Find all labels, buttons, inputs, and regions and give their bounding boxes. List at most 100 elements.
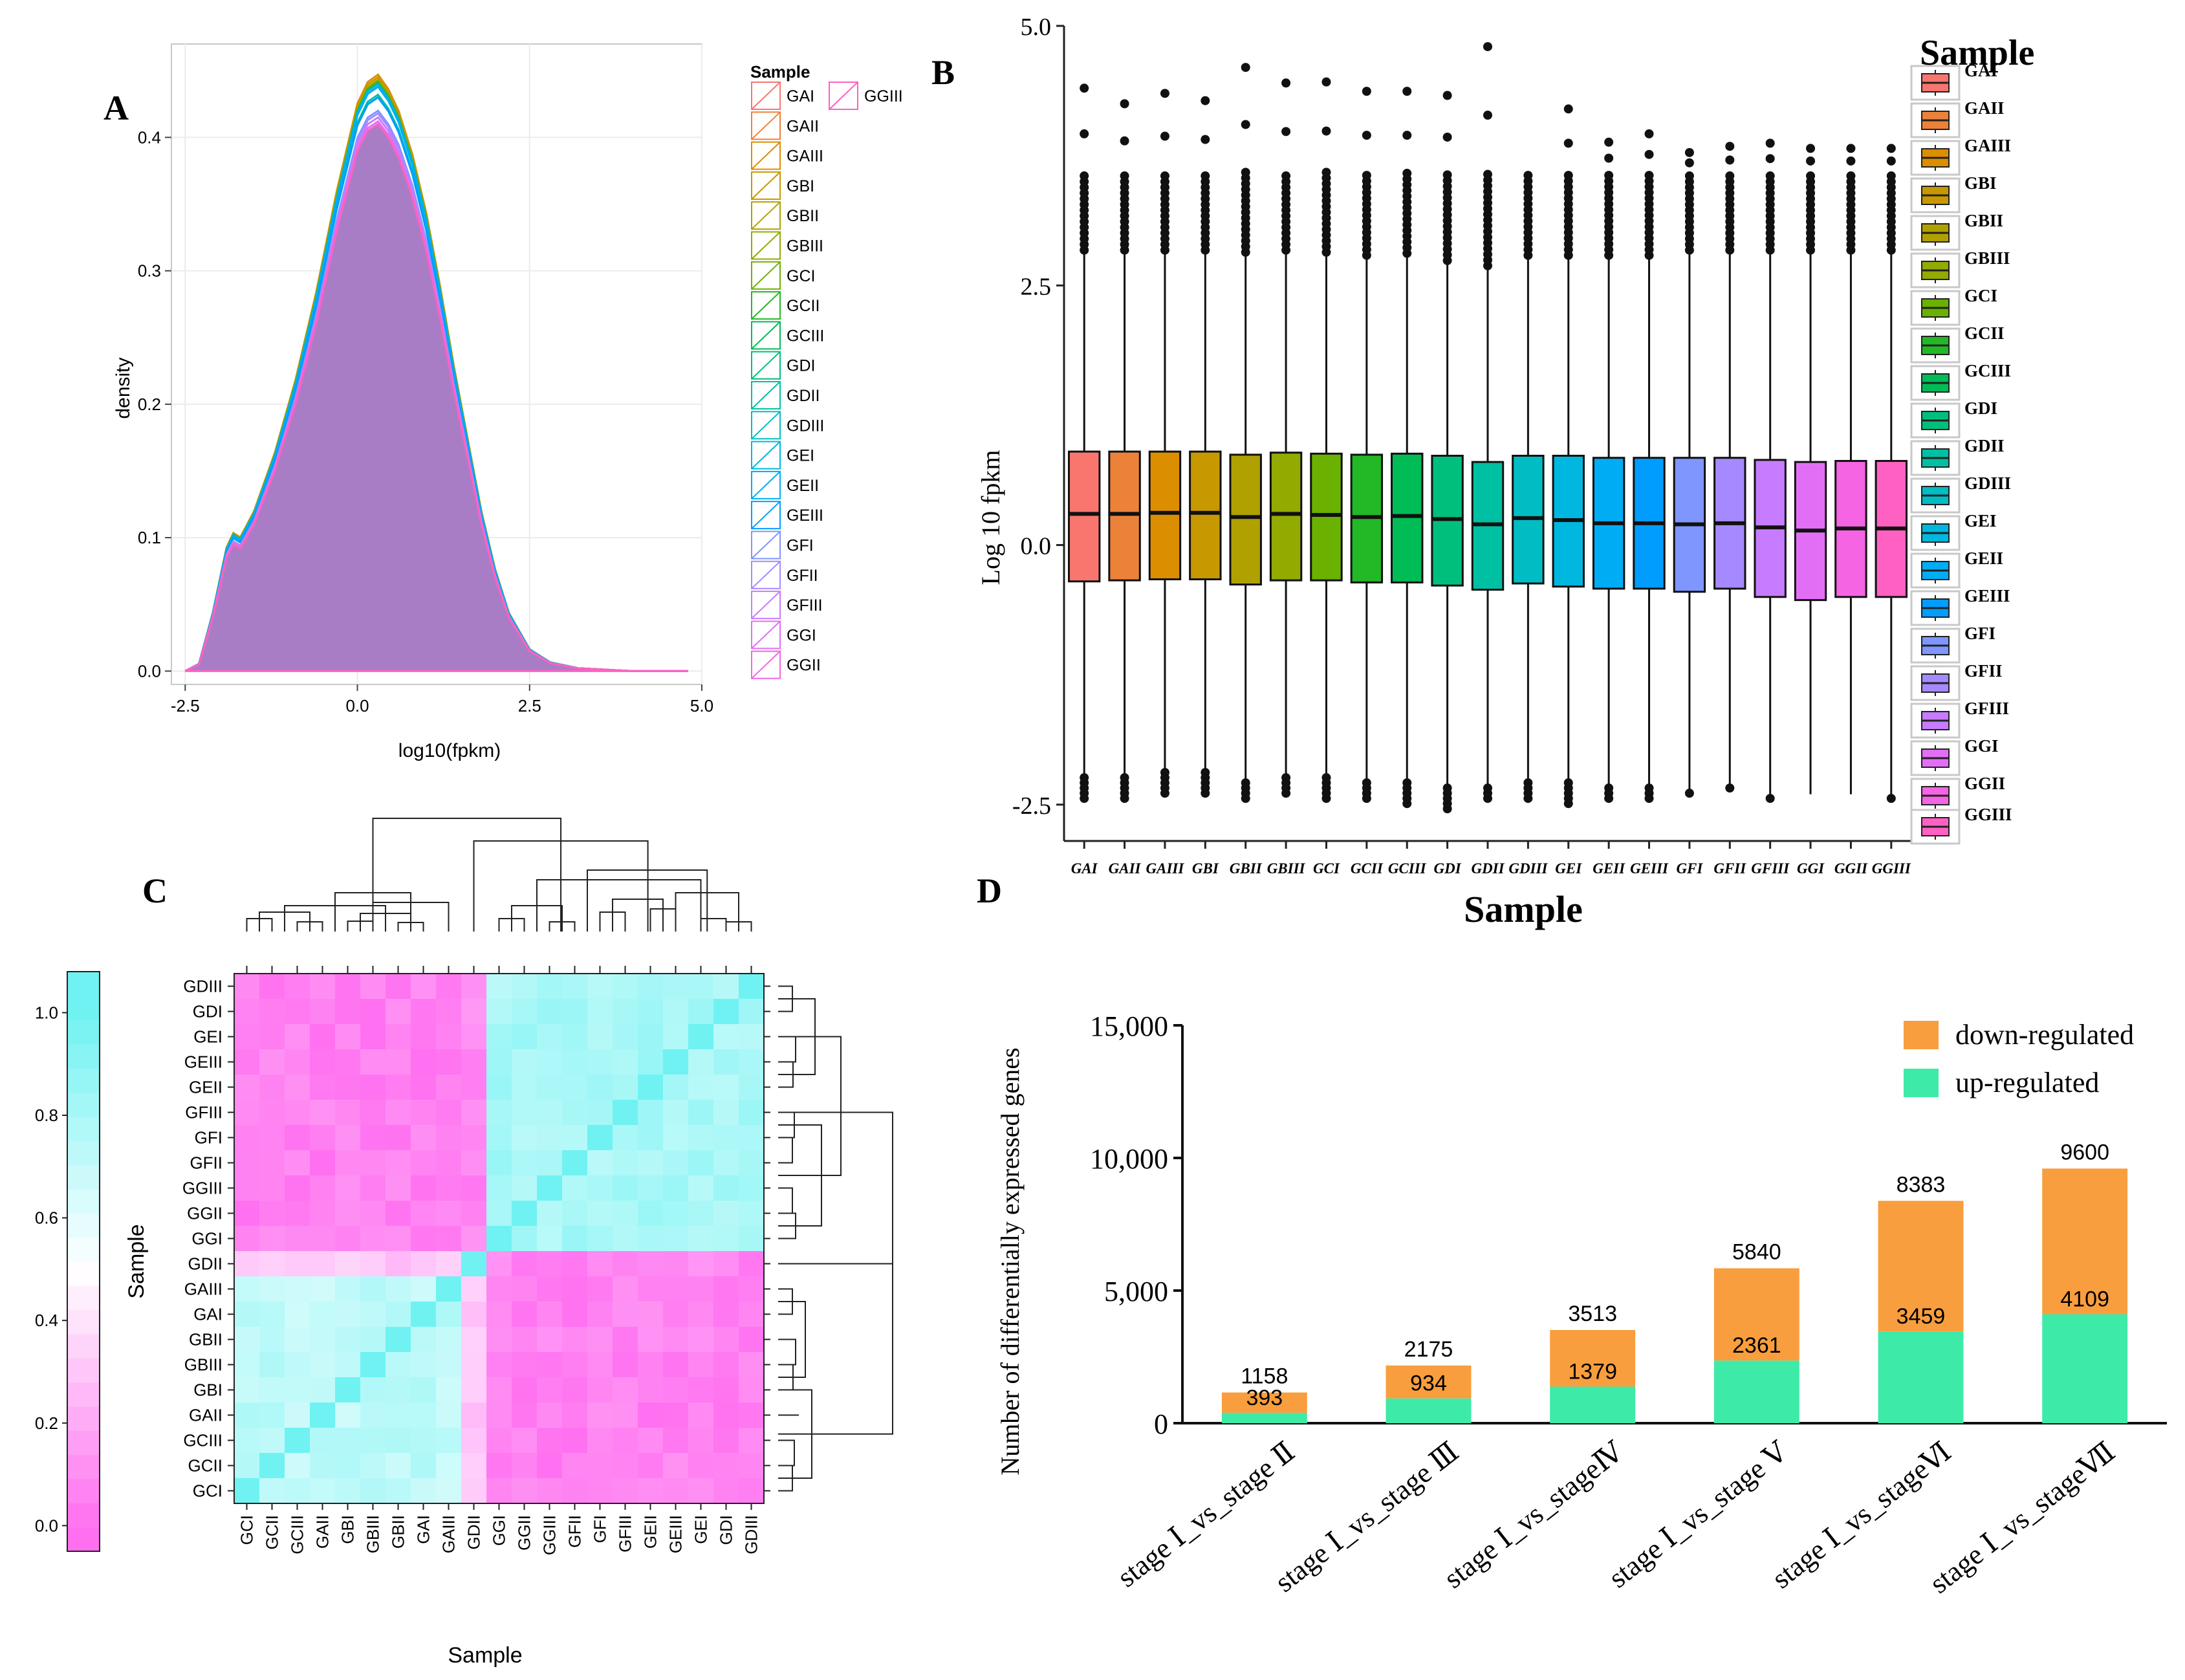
panel-c-heatmap-cell <box>613 1428 638 1454</box>
panel-a-legend-swatch-line <box>751 321 781 350</box>
panel-c-heatmap-cell <box>259 1150 285 1176</box>
panel-b-outlier-point <box>1523 171 1533 180</box>
panel-c-heatmap-cell <box>537 1428 563 1454</box>
panel-c-heatmap-cell <box>713 1377 739 1403</box>
panel-c-heatmap-cell <box>310 1175 336 1201</box>
panel-d-y-axis-title: Number of differentially expressed genes <box>995 1047 1025 1475</box>
panel-c-heatmap-cell <box>537 1175 563 1201</box>
panel-b-outlier-point <box>1321 168 1331 177</box>
panel-c-heatmap-cell <box>739 1075 765 1100</box>
panel-c-heatmap-cell <box>613 1201 638 1227</box>
panel-c-heatmap-cell <box>335 1377 361 1403</box>
panel-b-outlier-point <box>1281 78 1291 88</box>
panel-c-heatmap-cell <box>537 1075 563 1100</box>
panel-b-outlier-point <box>1402 131 1412 140</box>
panel-b-x-tick-label: GBII <box>1230 860 1263 877</box>
panel-c-heatmap-cell <box>285 1276 310 1302</box>
panel-b-outlier-point <box>1201 135 1210 144</box>
panel-c-heatmap-cell <box>562 1302 588 1327</box>
panel-c-heatmap-cell <box>461 1175 487 1201</box>
panel-c-heatmap-cell <box>537 1302 563 1327</box>
panel-c-heatmap-cell <box>411 1075 437 1100</box>
panel-a-legend-label: GEII <box>787 477 819 495</box>
panel-b-x-tick-label: GDI <box>1434 860 1462 877</box>
panel-c-colorbar-segment <box>67 1068 100 1093</box>
panel-b-outlier-point <box>1241 794 1250 803</box>
panel-c-heatmap-cell <box>486 1251 512 1277</box>
panel-c-row-label: GFIII <box>185 1103 223 1122</box>
panel-a-legend-label: GEI <box>787 447 814 465</box>
panel-c-heatmap-cell <box>663 1175 689 1201</box>
panel-c-heatmap-cell <box>234 974 260 999</box>
panel-c-heatmap-cell <box>461 1302 487 1327</box>
panel-c-heatmap-cell <box>663 1276 689 1302</box>
panel-c-heatmap-cell <box>310 1402 336 1428</box>
panel-b-outlier-point <box>1281 171 1291 180</box>
panel-c-heatmap-cell <box>411 1428 437 1454</box>
panel-c-heatmap-cell <box>234 1428 260 1454</box>
panel-b-box-GCI <box>1310 452 1343 582</box>
panel-b-outlier-point <box>1806 144 1816 153</box>
panel-c-col-label: GAIII <box>439 1515 459 1553</box>
panel-c-heatmap-cell <box>512 1125 538 1151</box>
panel-c-tick-labels: GDIIIGDIGEIGEIIIGEIIGFIIIGFIGFIIGGIIIGGI… <box>182 966 770 1555</box>
panel-c-right-dendrogram-link <box>778 1137 793 1164</box>
panel-c-heatmap-cell <box>360 1175 386 1201</box>
panel-c-heatmap-cell <box>259 974 285 999</box>
panel-c-heatmap-cell <box>285 1226 310 1252</box>
panel-a-legend-swatch-line <box>829 82 858 110</box>
panel-a-legend-swatch-line <box>751 441 781 470</box>
panel-c-heatmap-cell <box>688 1251 714 1277</box>
panel-b-outlier-point <box>1362 171 1371 180</box>
panel-c-heatmap-cell <box>486 1302 512 1327</box>
panel-c-heatmap-cell <box>638 1100 664 1126</box>
panel-c-heatmap-cell <box>512 1327 538 1353</box>
panel-c-heatmap-cell <box>360 1100 386 1126</box>
panel-b-legend-label: GGII <box>1964 774 2005 793</box>
panel-c-heatmap-cell <box>360 1125 386 1151</box>
panel-c-heatmap-cell <box>234 1377 260 1403</box>
panel-a-legend-swatch-line <box>751 561 781 589</box>
panel-b-x-axis-title: Sample <box>1464 888 1583 930</box>
panel-c-row-label: GBII <box>189 1330 223 1349</box>
panel-c-colorbar-tick-label: 0.8 <box>35 1106 58 1125</box>
panel-c-colorbar-segment <box>67 1237 100 1262</box>
panel-b-box-GCIII <box>1391 452 1424 584</box>
panel-c-label: C <box>142 871 168 910</box>
panel-a-legend-swatch-line <box>751 82 781 110</box>
panel-c-heatmap-cell <box>562 1327 588 1353</box>
panel-c-heatmap-cell <box>436 1478 462 1504</box>
panel-c-heatmap-cell <box>587 1175 613 1201</box>
panel-c-heatmap-cell <box>613 1049 638 1075</box>
panel-a-legend-swatch-line <box>751 530 781 560</box>
panel-c-heatmap-cell <box>461 1276 487 1302</box>
panel-c-heatmap-cell <box>461 1049 487 1075</box>
panel-c-col-label: GGI <box>490 1515 509 1546</box>
panel-c-heatmap-cell <box>234 1150 260 1176</box>
panel-c-heatmap-cell <box>259 1075 285 1100</box>
panel-c-heatmap-cell <box>436 1402 462 1428</box>
panel-c-heatmap-cell <box>638 1453 664 1479</box>
panel-c-heatmap-cell <box>562 1024 588 1050</box>
panel-d-y-tick-label: 10,000 <box>1090 1143 1168 1175</box>
panel-d-total-label: 1158 <box>1241 1364 1288 1389</box>
panel-c-row-label: GAI <box>193 1305 223 1324</box>
panel-c-heatmap-cell <box>234 1276 260 1302</box>
panel-c-row-label: GBIII <box>184 1355 223 1375</box>
panel-c-heatmap-cell <box>436 1125 462 1151</box>
panel-b-outlier-point <box>1563 171 1573 180</box>
panel-c-heatmap-cell <box>234 1049 260 1075</box>
panel-b-outlier-point <box>1644 129 1654 138</box>
panel-d-legend-label: down-regulated <box>1955 1019 2134 1051</box>
panel-c-heatmap-cell <box>310 1024 336 1050</box>
panel-c-heatmap-cell <box>411 1100 437 1126</box>
panel-d-bar-up-regulated <box>1713 1360 1799 1423</box>
panel-a-y-axis-title: density <box>113 357 134 419</box>
panel-b-outlier-point <box>1080 171 1089 180</box>
panel-b-outlier-point <box>1080 129 1089 138</box>
panel-c-heatmap-cell <box>436 1049 462 1075</box>
panel-c-col-label: GCII <box>263 1515 282 1549</box>
panel-b-x-tick-label: GFII <box>1713 860 1746 877</box>
panel-c-heatmap-cell <box>663 1201 689 1227</box>
panel-c-heatmap-cell <box>310 1226 336 1252</box>
